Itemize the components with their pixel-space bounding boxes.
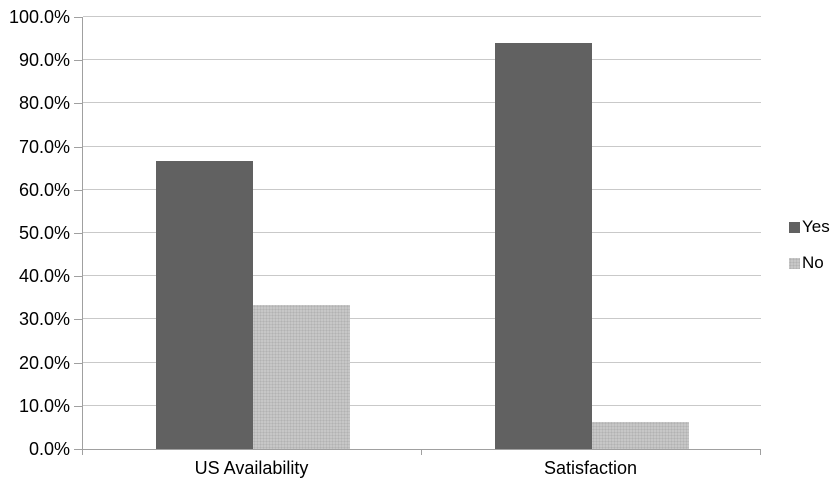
gridline-60 [83,188,761,190]
y-axis-tick [74,319,82,321]
y-axis-tick [74,17,82,18]
y-axis-tick [74,362,82,364]
x-axis-tick [82,449,83,455]
y-tick-label-10: 10.0% [18,395,70,416]
y-tick-label-50: 50.0% [18,223,70,243]
gridline-20 [83,361,761,363]
gridline-10 [83,404,761,406]
gridline-70 [83,145,761,147]
category-label-us-availability: US Availability [194,458,309,478]
y-axis-tick [74,233,82,234]
bar-us-availability-no [252,305,350,449]
y-axis-tick [74,449,82,450]
y-tick-label-30: 30.0% [18,309,70,330]
x-axis-tick [421,449,422,455]
y-tick-label-0: 0.0% [28,439,70,459]
gridline-30 [83,318,761,320]
y-tick-label-60: 60.0% [18,179,70,200]
y-tick-label-20: 20.0% [18,352,70,373]
y-axis-tick [74,276,82,278]
y-axis-tick [74,189,82,191]
y-tick-label-70: 70.0% [18,136,70,157]
legend-label-no: No [802,253,824,272]
plot-area [82,16,761,450]
gridline-50 [83,232,761,233]
y-axis-tick [74,60,82,62]
legend-swatch-no [789,257,800,269]
gridline-90 [83,59,761,61]
legend-item-yes: Yes [789,217,830,237]
bar-us-availability-yes [155,160,253,449]
legend-item-no: No [789,253,830,273]
bar-satisfaction-yes [494,42,592,449]
y-axis-tick [74,146,82,148]
category-label-satisfaction: Satisfaction [543,458,638,478]
y-tick-label-40: 40.0% [18,266,70,287]
legend-swatch-yes [789,221,800,233]
x-axis-tick [760,449,761,455]
legend: Yes No [789,217,830,289]
y-tick-label-90: 90.0% [18,50,70,71]
y-tick-label-80: 80.0% [18,93,70,114]
gridline-100 [83,16,761,17]
y-axis-tick [74,405,82,407]
bar-satisfaction-no [591,422,689,449]
y-tick-label-100: 100.0% [8,7,70,27]
y-axis-tick [74,103,82,105]
gridline-40 [83,275,761,277]
legend-label-yes: Yes [802,217,830,236]
gridline-80 [83,102,761,104]
